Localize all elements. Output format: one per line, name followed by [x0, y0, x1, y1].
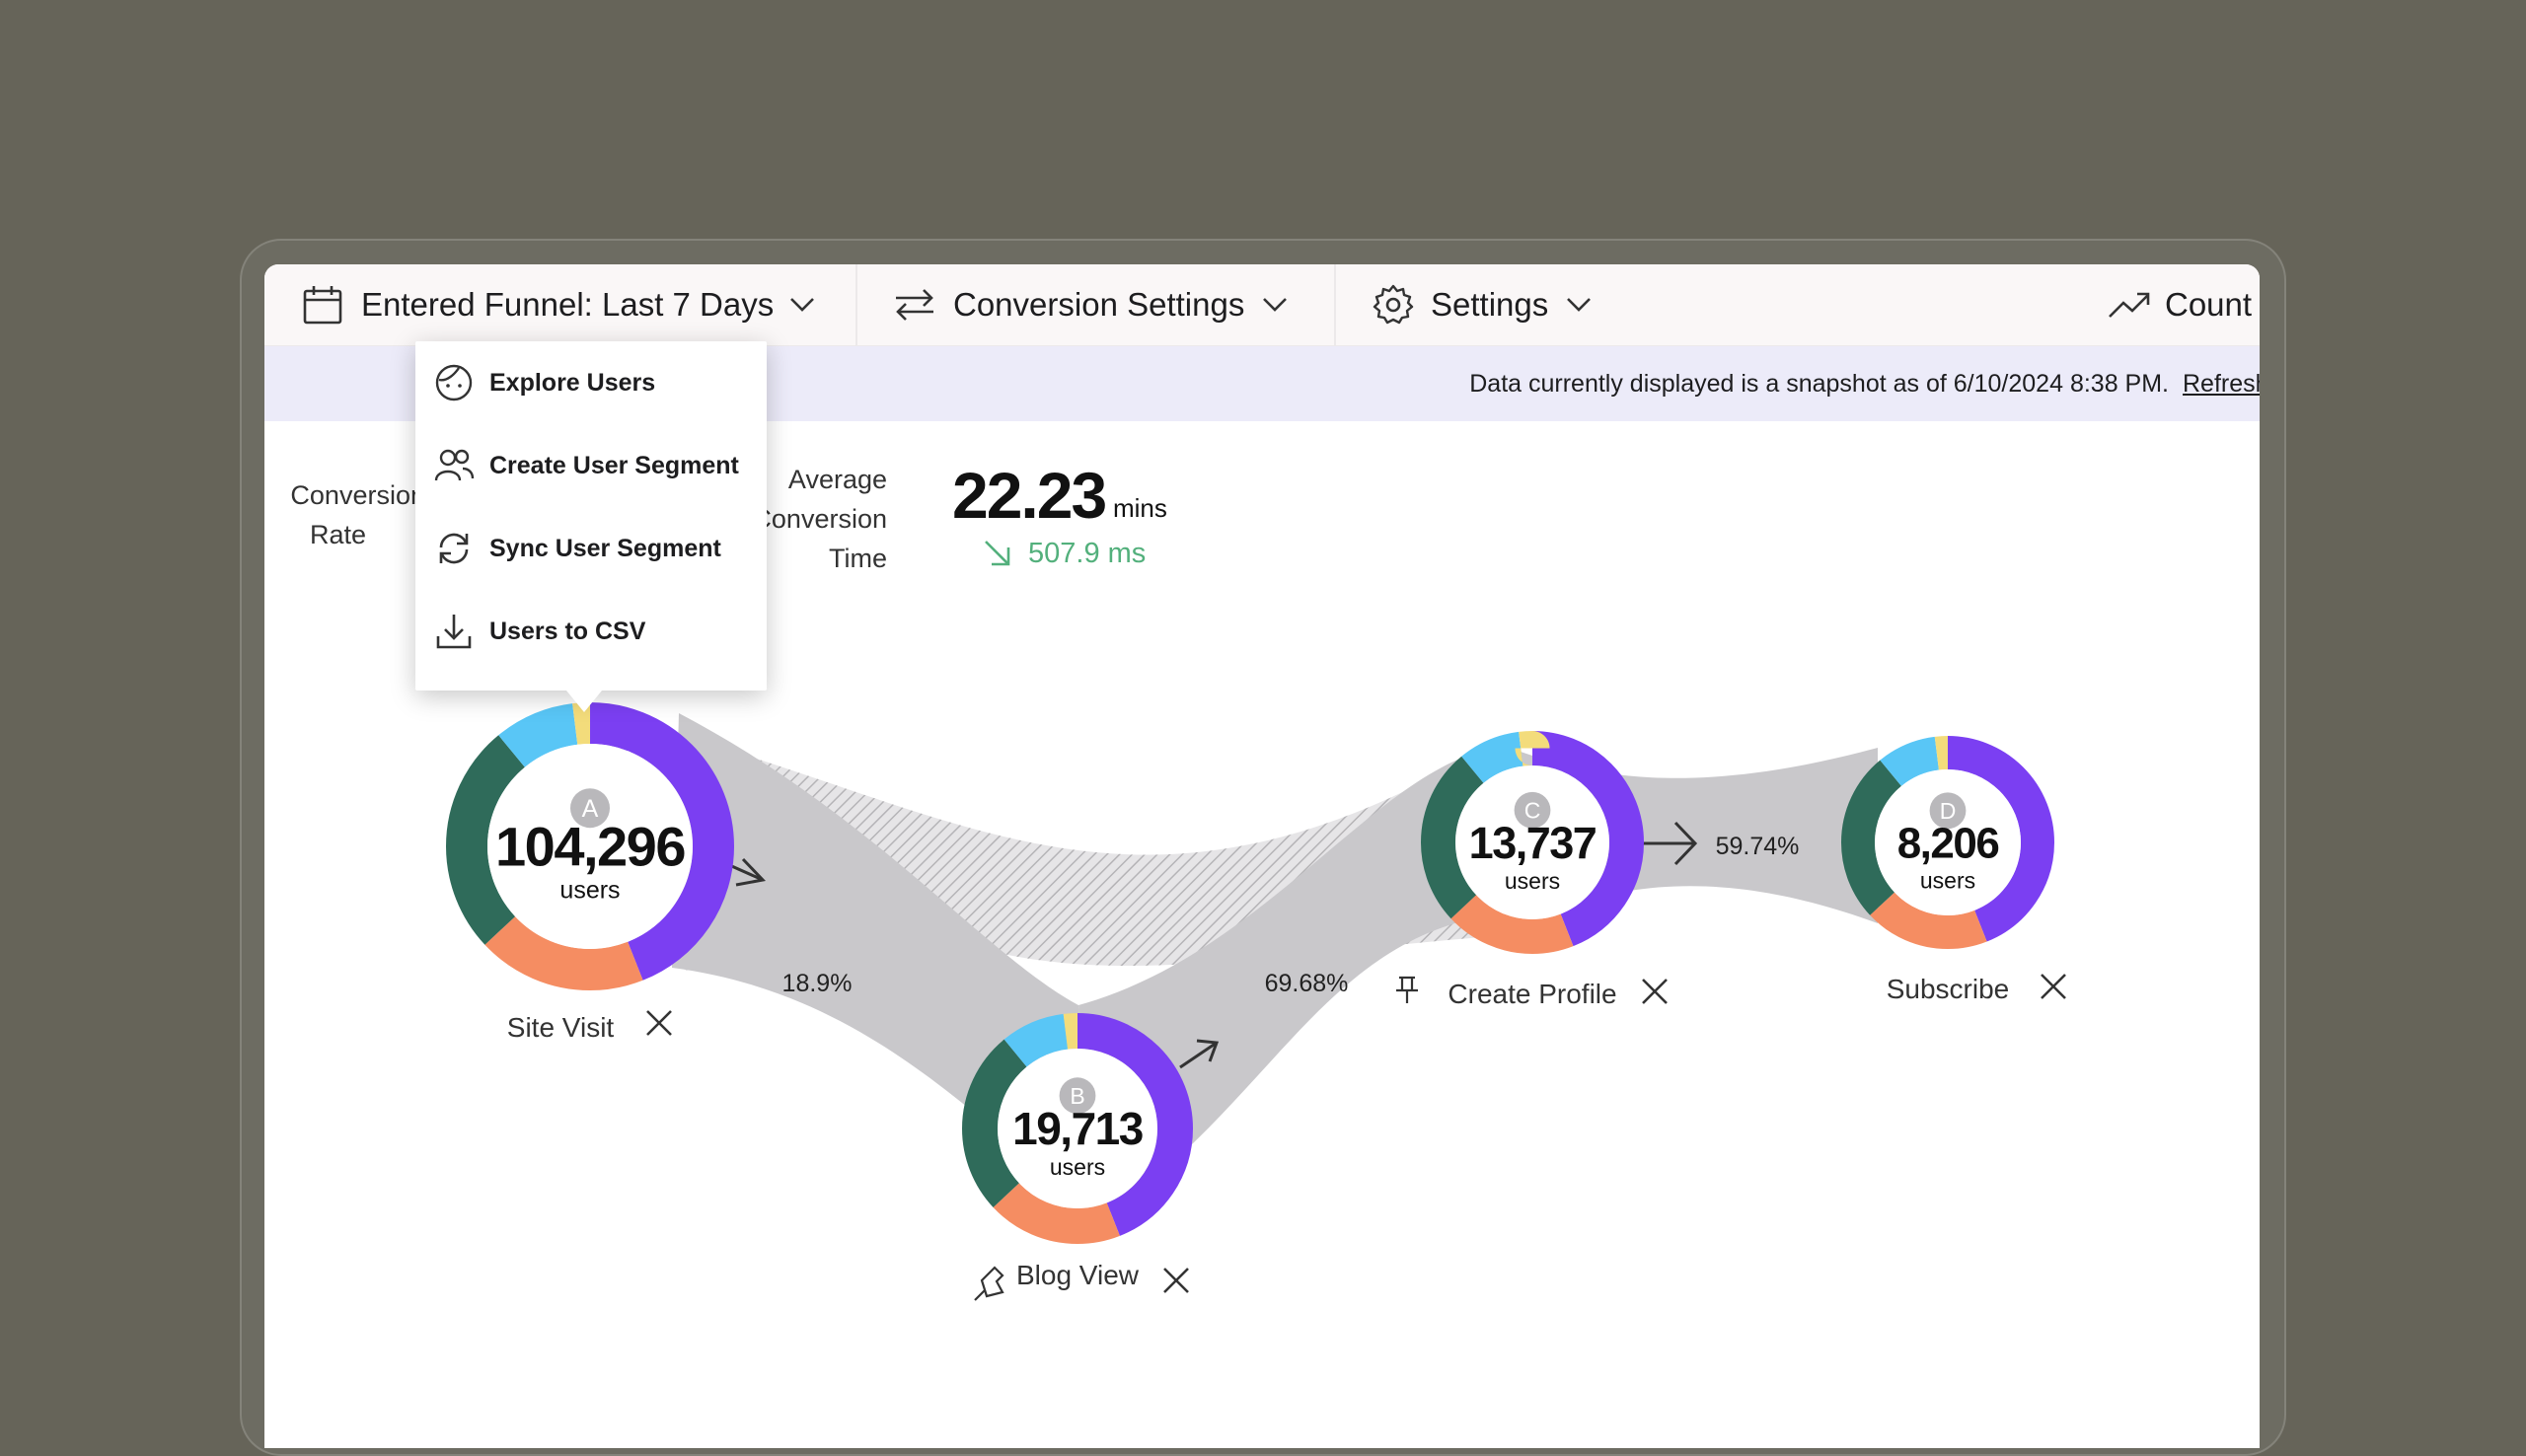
- donut-center: [487, 744, 693, 949]
- step-letter-badge: [570, 788, 610, 829]
- step-label-site-visit: Site Visit: [507, 1012, 615, 1043]
- donut-segment: [1841, 736, 2054, 949]
- users-icon: [434, 449, 475, 481]
- transition-rate-c-d: 59.74%: [1716, 833, 1800, 860]
- avg-conversion-time-delta: 507.9 ms: [1028, 538, 1147, 569]
- step-user-unit: users: [1505, 868, 1560, 894]
- avg-conversion-time-unit: mins: [1113, 493, 1167, 523]
- date-filter-dropdown[interactable]: Entered Funnel: Last 7 Days: [302, 264, 815, 345]
- remove-step-icon[interactable]: [646, 1010, 672, 1036]
- step-user-unit: users: [1050, 1154, 1105, 1180]
- donut-segment: [446, 702, 734, 990]
- swap-arrows-icon: [896, 289, 933, 321]
- menu-item-users-to-csv[interactable]: Users to CSV: [415, 590, 767, 673]
- date-filter-label: Entered Funnel: Last 7 Days: [361, 286, 775, 323]
- conversion-settings-label: Conversion Settings: [953, 286, 1245, 323]
- donut-segment: [962, 1013, 1193, 1244]
- remove-step-icon[interactable]: [2041, 974, 2066, 999]
- user-actions-menu: Explore Users Create User Segment Sync U…: [415, 341, 767, 691]
- avg-conversion-time-label: Average Conversion Time: [752, 465, 887, 573]
- arrow-right-icon: [1179, 1039, 1220, 1069]
- step-label-blog-view: Blog View: [1016, 1260, 1140, 1290]
- menu-item-create-user-segment[interactable]: Create User Segment: [415, 424, 767, 507]
- step-user-count: 19,713: [1012, 1103, 1143, 1154]
- step-user-unit: users: [1920, 867, 1975, 893]
- menu-pointer: [566, 691, 602, 712]
- chevron-down-icon: [1263, 298, 1288, 312]
- app-screen: Entered Funnel: Last 7 Days Conversion S…: [264, 264, 2260, 1448]
- settings-dropdown[interactable]: Settings: [1372, 264, 1592, 345]
- download-icon: [436, 615, 472, 649]
- toolbar-divider: [1334, 264, 1336, 345]
- step-user-unit: users: [559, 877, 620, 905]
- arrow-right-icon: [1641, 821, 1698, 866]
- pinned-icon[interactable]: [1396, 976, 1418, 1003]
- donut-segment: [446, 702, 734, 990]
- step-label-subscribe: Subscribe: [1887, 974, 2010, 1004]
- toolbar: Entered Funnel: Last 7 Days Conversion S…: [264, 264, 2260, 346]
- step-letter-badge: [1059, 1077, 1096, 1115]
- menu-item-explore-users[interactable]: Explore Users: [415, 341, 767, 424]
- donut-center: [1455, 765, 1609, 919]
- snapshot-text: Data currently displayed is a snapshot a…: [1469, 370, 2169, 398]
- chevron-down-icon: [790, 298, 815, 312]
- chart-type-label: Count: [2165, 286, 2253, 323]
- step-letter-badge: [1514, 791, 1551, 829]
- step-letter: B: [1070, 1083, 1084, 1109]
- remove-step-icon[interactable]: [1642, 979, 1668, 1004]
- sync-icon: [439, 533, 469, 564]
- donut-segment: [1421, 731, 1644, 954]
- chart-type-toggle[interactable]: Count: [2108, 264, 2252, 345]
- settings-label: Settings: [1431, 286, 1549, 323]
- pin-icon[interactable]: [974, 1266, 1004, 1301]
- step-letter-badge: [1929, 792, 1967, 830]
- donut-segment: [1841, 736, 2054, 949]
- menu-item-sync-user-segment[interactable]: Sync User Segment: [415, 507, 767, 590]
- remove-step-icon[interactable]: [1163, 1268, 1189, 1293]
- avg-conversion-time-value: 22.23: [952, 459, 1107, 532]
- donut-segment: [962, 1013, 1193, 1244]
- transition-rate-b-c: 69.68%: [1265, 970, 1349, 997]
- step-user-count: 104,296: [495, 816, 685, 878]
- gear-icon: [1373, 284, 1414, 325]
- donut-center: [998, 1049, 1157, 1208]
- donut-segment: [1421, 731, 1644, 954]
- trend-up-icon: [2109, 292, 2150, 318]
- step-letter: A: [582, 795, 599, 823]
- step-label-create-profile: Create Profile: [1448, 979, 1616, 1009]
- toolbar-divider: [855, 264, 857, 345]
- user-face-icon: [435, 364, 473, 401]
- step-letter: D: [1940, 798, 1957, 824]
- step-letter: C: [1524, 797, 1541, 823]
- calendar-icon: [303, 286, 342, 325]
- arrow-down-right-icon: [985, 541, 1010, 566]
- donut-segment: [446, 702, 734, 990]
- donut-segment: [962, 1013, 1193, 1244]
- step-user-count: 13,737: [1469, 818, 1597, 868]
- donut-segment: [1421, 731, 1644, 954]
- donut-segment: [1841, 736, 2054, 949]
- conversion-rate-label: Conversion Rate: [290, 480, 425, 549]
- transition-rate-a-b: 18.9%: [782, 970, 853, 997]
- conversion-settings-dropdown[interactable]: Conversion Settings: [894, 264, 1288, 345]
- donut-center: [1875, 769, 2021, 915]
- step-user-count: 8,206: [1897, 819, 1999, 867]
- refresh-link[interactable]: Refresh: [2183, 370, 2260, 398]
- chevron-down-icon: [1567, 298, 1592, 312]
